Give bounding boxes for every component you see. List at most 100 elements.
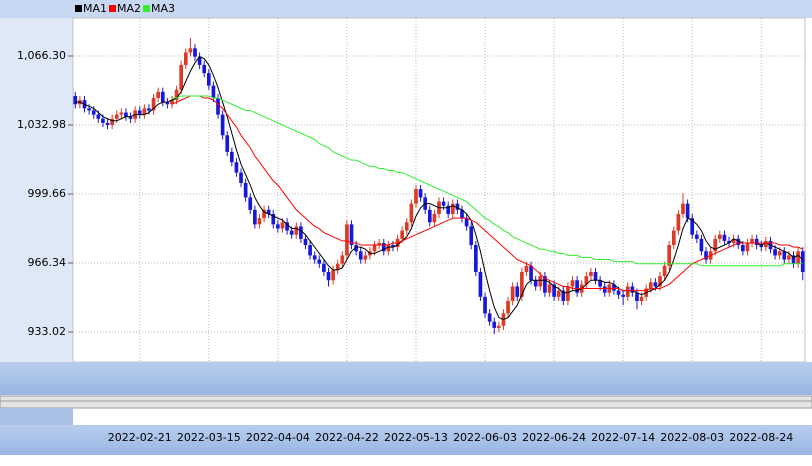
ma-line: [171, 95, 803, 267]
candle-body: [105, 122, 110, 125]
candle-body: [524, 265, 529, 272]
candle-body: [358, 251, 363, 260]
x-tick-label: 2022-05-13: [384, 431, 448, 444]
candle-body: [441, 201, 446, 206]
candle-body: [681, 203, 685, 215]
candle-body: [114, 114, 119, 119]
candle-body: [556, 290, 561, 297]
candle-body: [257, 218, 262, 225]
candle-body: [160, 91, 165, 103]
candle-body: [266, 209, 271, 215]
candle-body: [773, 249, 777, 256]
candle-body: [345, 224, 349, 256]
y-tick-label: 1,032.98: [17, 118, 66, 131]
candle-body: [662, 265, 667, 277]
labels: 933.02 966.34 999.66 1,032.98 1,066.30 2022-0…: [17, 2, 793, 444]
candle-body: [745, 242, 750, 252]
candle-body: [731, 238, 736, 243]
candle-body: [800, 251, 805, 272]
candle-body: [197, 56, 202, 65]
candle-body: [294, 226, 299, 235]
candle-body: [299, 226, 303, 239]
x-tick-label: 2022-08-24: [729, 431, 793, 444]
candle-body: [510, 286, 515, 301]
candle-body: [473, 245, 478, 272]
candle-body: [671, 230, 676, 246]
candle-body: [529, 265, 533, 281]
candle-body: [248, 197, 253, 210]
candle-body: [754, 238, 759, 246]
marks: [73, 37, 805, 335]
splitter[interactable]: [0, 395, 812, 409]
candle-body: [183, 52, 188, 65]
candle-body: [796, 251, 800, 264]
x-tick-label: 2022-04-22: [315, 431, 379, 444]
candle-body: [717, 234, 722, 239]
candle-body: [73, 95, 78, 105]
candle-body: [612, 284, 616, 291]
candle-body: [639, 296, 644, 301]
candle-body: [137, 110, 142, 115]
candle-body: [409, 203, 414, 223]
candle-body: [690, 218, 695, 235]
candle-body: [483, 296, 487, 314]
candle-body: [759, 245, 764, 248]
candle-body: [243, 182, 248, 198]
candle-body: [658, 276, 662, 287]
x-tick-label: 2022-06-03: [453, 431, 517, 444]
candle-body: [727, 240, 731, 243]
candle-body: [101, 118, 105, 123]
candle-body: [704, 251, 708, 260]
candle-body: [469, 226, 474, 246]
candle-body: [414, 189, 418, 204]
candle-body: [193, 48, 197, 57]
candle-body: [124, 112, 128, 117]
candle-body: [156, 91, 161, 99]
y-axis-panel: [0, 18, 73, 362]
candle-body: [791, 255, 796, 264]
candle-body: [552, 284, 556, 297]
candle-body: [391, 245, 395, 248]
candle-body: [386, 245, 391, 252]
legend-swatch: [109, 5, 117, 12]
candle-body: [685, 203, 690, 219]
candle-body: [239, 172, 243, 183]
candle-body: [206, 73, 211, 86]
candle-body: [635, 292, 639, 301]
candle-body: [317, 259, 322, 264]
candle-body: [478, 271, 483, 297]
ma-line: [75, 55, 804, 321]
candle-body: [128, 116, 133, 119]
candle-body: [676, 214, 681, 231]
candle-body: [142, 108, 147, 115]
candle-body: [174, 89, 179, 101]
candle-body: [667, 245, 672, 266]
candle-body: [464, 218, 469, 227]
candle-body: [381, 242, 386, 252]
candle-body: [234, 162, 239, 173]
candle-body: [487, 313, 492, 322]
candle-body: [179, 64, 184, 90]
candle-body: [432, 214, 437, 223]
candle-body: [602, 286, 607, 293]
candle-body: [418, 189, 423, 198]
candle-body: [460, 209, 464, 219]
candle-body: [322, 263, 326, 272]
candle-body: [741, 245, 745, 252]
candle-body: [253, 209, 257, 225]
x-tick-label: 2022-08-03: [660, 431, 724, 444]
candle-body: [497, 325, 501, 328]
y-tick-label: 999.66: [28, 187, 67, 200]
y-tick-label: 1,066.30: [17, 49, 66, 62]
candle-body: [598, 280, 602, 287]
candle-body: [782, 251, 787, 260]
candle-body: [91, 110, 96, 115]
candle-body: [331, 269, 335, 281]
candle-body: [165, 102, 170, 105]
candle-body: [543, 276, 547, 293]
candle-body: [400, 230, 405, 239]
legend-label: MA3: [151, 2, 175, 15]
candle-body: [312, 255, 317, 260]
candle-body: [110, 118, 114, 125]
